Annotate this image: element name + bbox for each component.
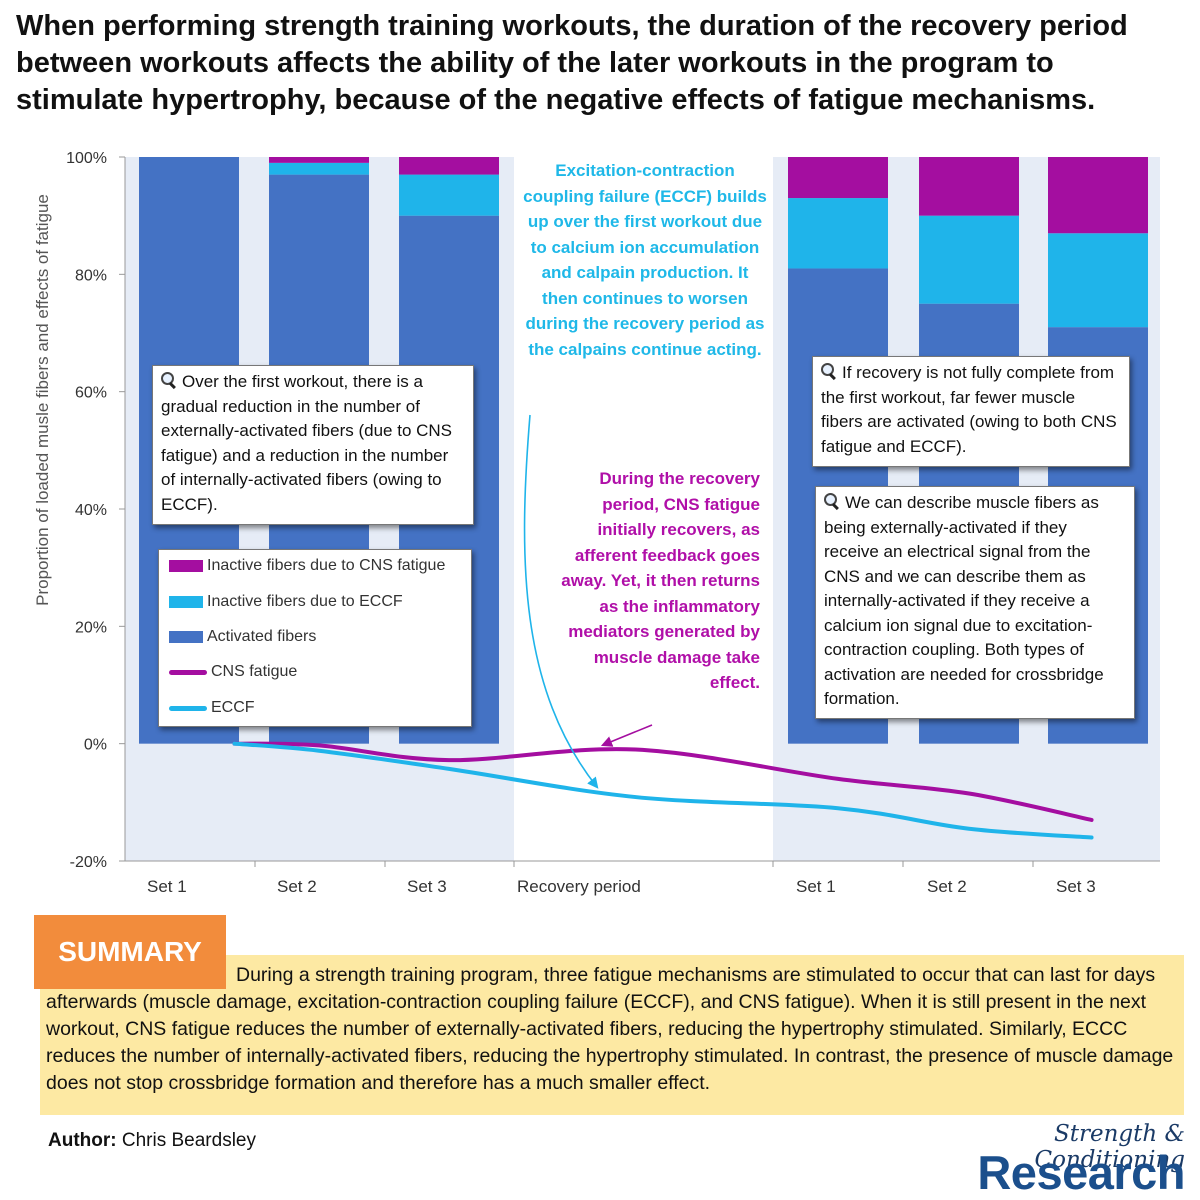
- x-tick-label: Recovery period: [517, 877, 641, 896]
- y-tick-label: -20%: [70, 854, 107, 871]
- legend-item-eccf-line: ECCF: [169, 696, 255, 720]
- note-recovery: If recovery is not fully complete from t…: [812, 356, 1130, 467]
- legend-label: Activated fibers: [207, 628, 317, 645]
- y-tick-label: 0%: [84, 737, 107, 754]
- bar-segment: [269, 162, 369, 175]
- legend-line-cns: [169, 669, 207, 675]
- y-tick-label: 60%: [75, 385, 107, 402]
- chart-legend: Inactive fibers due to CNS fatigue Inact…: [158, 549, 472, 727]
- bar-segment: [919, 215, 1019, 304]
- bar-segment: [1048, 233, 1148, 328]
- bar-segment: [919, 157, 1019, 216]
- bar-segment: [399, 174, 499, 216]
- headline: When performing strength training workou…: [16, 10, 1128, 116]
- bar-segment: [788, 198, 888, 269]
- bar-segment: [1048, 157, 1148, 234]
- legend-label: CNS fatigue: [211, 663, 298, 680]
- note-activation: We can describe muscle fibers as being e…: [815, 486, 1135, 719]
- y-tick-label: 40%: [75, 502, 107, 519]
- cns-arrow: [600, 724, 653, 747]
- y-tick-label: 80%: [75, 267, 107, 284]
- magnifying-glass-icon: [824, 493, 840, 509]
- magnifying-glass-icon: [161, 372, 177, 388]
- y-tick-label: 20%: [75, 619, 107, 636]
- note-recovery-text: If recovery is not fully complete from t…: [821, 363, 1117, 456]
- bar-segment: [788, 157, 888, 199]
- legend-swatch-eccf: [169, 596, 203, 608]
- series-line-cns-fatigue: [232, 741, 1094, 822]
- bar-segment: [269, 157, 369, 163]
- summary-box: During a strength training program, thre…: [40, 955, 1184, 1115]
- brand-tagline: Strength & Conditioning: [1034, 1121, 1186, 1173]
- note-first-workout-text: Over the first workout, there is a gradu…: [161, 372, 453, 514]
- x-tick-label: Set 1: [796, 877, 836, 896]
- eccf-arrow: [523, 414, 599, 789]
- magnifying-glass-icon: [821, 363, 837, 379]
- summary-tab: SUMMARY: [34, 915, 226, 989]
- series-line-eccf: [232, 741, 1094, 840]
- author-name: Chris Beardsley: [121, 1130, 256, 1151]
- author-credit: Author: Chris Beardsley: [48, 1130, 256, 1152]
- legend-label: Inactive fibers due to ECCF: [207, 593, 403, 610]
- legend-item-eccf-bar: Inactive fibers due to ECCF: [169, 590, 403, 614]
- legend-label: Inactive fibers due to CNS fatigue: [207, 557, 446, 574]
- x-tick-label: Set 2: [277, 877, 317, 896]
- bar-segment: [399, 157, 499, 175]
- x-tick-label: Set 2: [927, 877, 967, 896]
- eccf-callout: Excitation-contraction coupling failure …: [523, 161, 767, 359]
- legend-line-eccf: [169, 705, 207, 711]
- y-axis-label: Proportion of loaded musle fibers and ef…: [33, 194, 52, 606]
- x-tick-label: Set 3: [1056, 877, 1096, 896]
- legend-item-activated-bar: Activated fibers: [169, 625, 316, 649]
- note-first-workout: Over the first workout, there is a gradu…: [152, 365, 474, 525]
- note-activation-text: We can describe muscle fibers as being e…: [824, 493, 1104, 708]
- legend-swatch-cns: [169, 560, 203, 572]
- legend-label: ECCF: [211, 699, 255, 716]
- legend-swatch-activated: [169, 631, 203, 643]
- cns-callout: During the recovery period, CNS fatigue …: [561, 469, 760, 692]
- legend-item-cns-bar: Inactive fibers due to CNS fatigue: [169, 554, 445, 578]
- brand-logo: Research: [977, 1146, 1185, 1199]
- x-tick-label: Set 3: [407, 877, 447, 896]
- legend-item-cns-line: CNS fatigue: [169, 660, 297, 684]
- x-tick-label: Set 1: [147, 877, 187, 896]
- y-tick-label: 100%: [66, 150, 107, 167]
- author-label: Author:: [48, 1130, 117, 1151]
